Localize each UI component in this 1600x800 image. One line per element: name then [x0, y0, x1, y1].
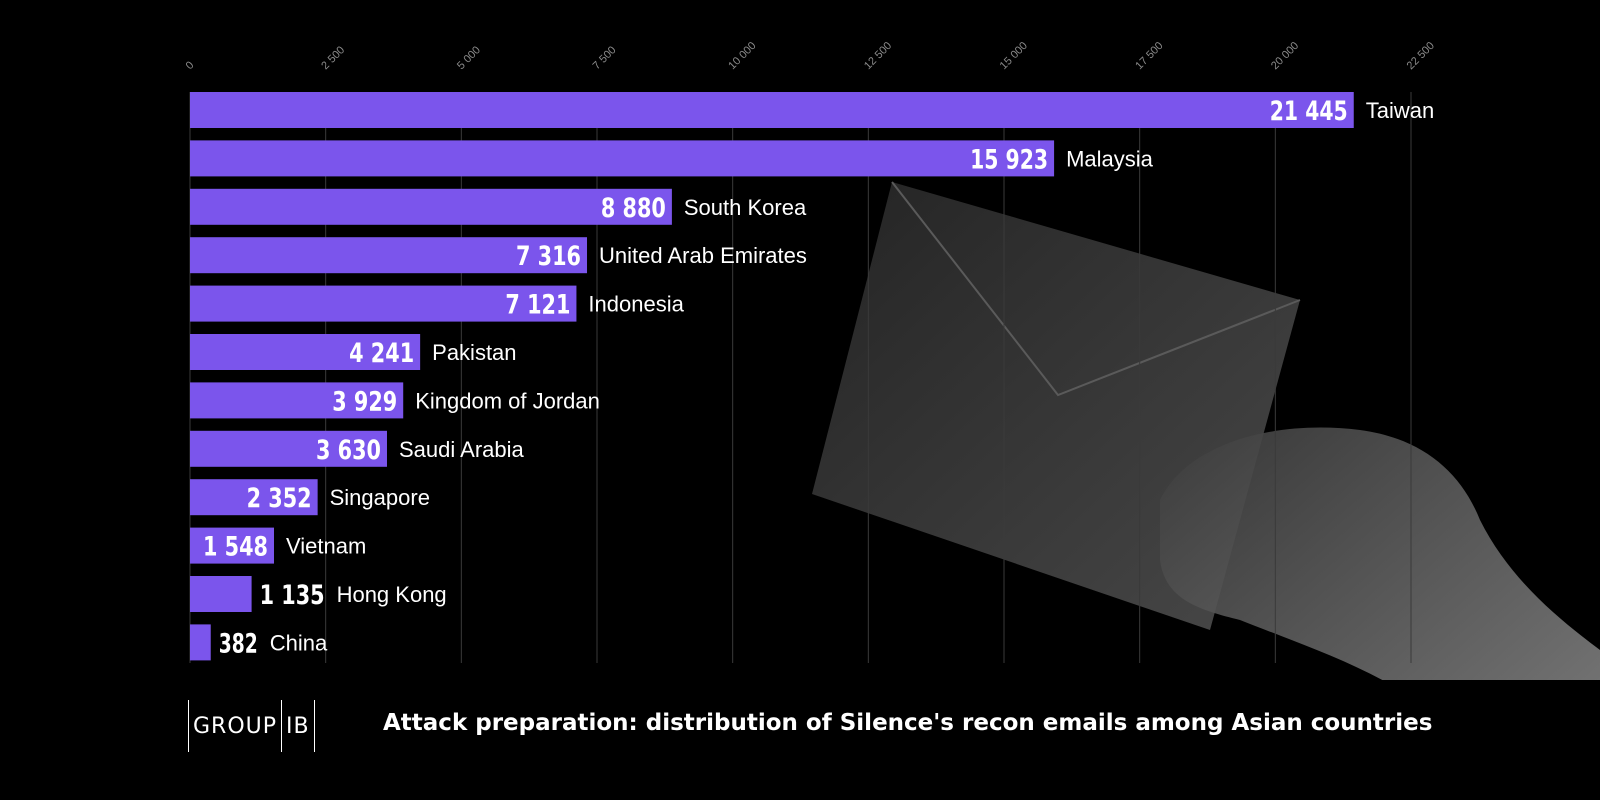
category-label: Indonesia: [588, 292, 684, 317]
category-label: Hong Kong: [337, 582, 447, 607]
category-label: Saudi Arabia: [399, 437, 525, 462]
logo-divider: [188, 700, 189, 752]
x-tick-label: 20 000: [1269, 40, 1301, 72]
bar-chart: 0 2 500 5 000 7 500 10 000 12 500 15 000 17 500…: [184, 40, 1600, 680]
bar: [190, 285, 577, 322]
logo-divider: [313, 700, 315, 752]
bar-value-label: 8 880: [601, 193, 666, 224]
footer: GROUP IB Attack preparation: distributio…: [0, 690, 1600, 770]
bar-group: 3 929 Kingdom of Jordan: [190, 382, 600, 419]
category-label: Taiwan: [1366, 98, 1434, 123]
bar-value-label: 15 923: [970, 144, 1048, 175]
bar-value-label: 2 352: [247, 483, 312, 514]
bar: [190, 92, 1354, 128]
bar-value-label: 1 548: [203, 532, 268, 563]
bar: [190, 624, 211, 661]
bar-group: 21 445 Taiwan: [190, 92, 1434, 128]
bar-group: 7 121 Indonesia: [190, 285, 685, 322]
bar-group: 2 352 Singapore: [190, 479, 430, 516]
bar-value-label: 382: [219, 628, 258, 659]
bar-group: 15 923 Malaysia: [190, 140, 1154, 177]
x-tick-label: 5 000: [455, 44, 483, 72]
category-label: Singapore: [330, 485, 430, 510]
x-tick-label: 7 500: [591, 44, 619, 72]
envelope-flap: [891, 181, 1301, 397]
bars: 21 445 Taiwan 15 923 Malaysia 8 880 South Kor…: [190, 92, 1434, 661]
bar: [190, 188, 672, 225]
x-tick-label: 10 000: [726, 40, 758, 72]
bar-group: 382 China: [190, 624, 328, 661]
logo-divider: [281, 700, 283, 752]
bar-group: 1 548 Vietnam: [190, 527, 366, 564]
category-label: Vietnam: [286, 534, 366, 559]
x-tick-label: 0: [184, 59, 197, 72]
logo-text-right: IB: [286, 713, 310, 739]
bar-value-label: 1 135: [260, 580, 325, 611]
bar: [190, 479, 318, 516]
category-label: Pakistan: [432, 340, 516, 365]
bar: [190, 334, 421, 370]
x-tick-label: 15 000: [998, 40, 1030, 72]
bar-group: 3 630 Saudi Arabia: [190, 430, 525, 467]
hand-icon: [1160, 427, 1600, 680]
bar-group: 7 316 United Arab Emirates: [190, 237, 807, 274]
bar-value-label: 7 316: [516, 241, 581, 272]
bar-value-label: 3 630: [316, 435, 381, 466]
background-illustration: [812, 181, 1600, 680]
bar-group: 8 880 South Korea: [190, 188, 807, 225]
bar: [190, 430, 387, 467]
x-tick-label: 2 500: [319, 44, 347, 72]
x-tick-label: 22 500: [1405, 40, 1437, 72]
category-label: United Arab Emirates: [599, 243, 807, 268]
bar: [190, 382, 404, 419]
gridlines: [189, 92, 1412, 663]
chart-title: Attack preparation: distribution of Sile…: [383, 710, 1433, 736]
bar-value-label: 21 445: [1270, 96, 1348, 127]
bar: [190, 576, 252, 612]
category-label: Malaysia: [1066, 146, 1154, 171]
bar: [190, 527, 275, 564]
x-axis-ticks: 0 2 500 5 000 7 500 10 000 12 500 15 000 17 500…: [184, 40, 1437, 72]
group-ib-logo: GROUP IB: [188, 700, 315, 752]
category-label: Kingdom of Jordan: [415, 388, 600, 413]
bar: [190, 237, 588, 274]
x-tick-label: 12 500: [862, 40, 894, 72]
category-label: South Korea: [684, 195, 807, 220]
bar-group: 4 241 Pakistan: [190, 334, 517, 370]
bar-value-label: 4 241: [349, 338, 414, 369]
bar-value-label: 7 121: [505, 290, 570, 321]
logo-text-left: GROUP: [193, 713, 278, 739]
category-label: China: [270, 630, 328, 655]
x-tick-label: 17 500: [1133, 40, 1165, 72]
bar-value-label: 3 929: [332, 386, 397, 417]
bar-group: 1 135 Hong Kong: [190, 576, 447, 612]
bar: [190, 140, 1055, 177]
